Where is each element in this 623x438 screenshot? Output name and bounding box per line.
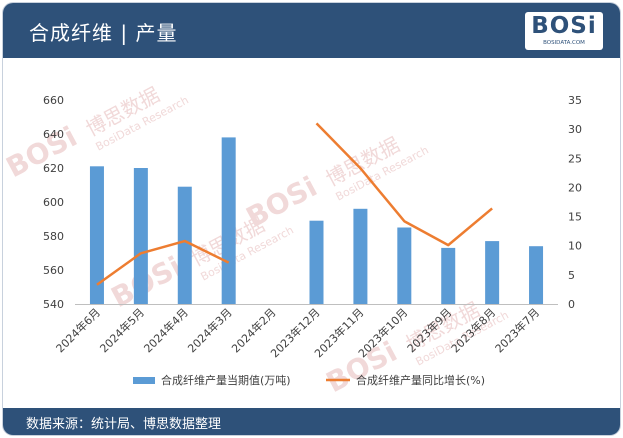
bar [309, 220, 324, 304]
logo-text: BOSi [531, 13, 597, 39]
source-text: 数据来源：统计局、博思数据整理 [26, 417, 222, 432]
y-right-tick-label: 10 [568, 240, 582, 253]
bar [529, 246, 544, 304]
legend-bar-label: 合成纤维产量当期值(万吨) [161, 373, 291, 387]
bar [221, 137, 236, 304]
x-tick-label: 2024年3月 [185, 305, 235, 355]
bar [441, 247, 456, 304]
growth-line [315, 122, 493, 247]
chart-card: 合成纤维 | 产量 BOSi BOSIDATA.COM BOSi 博思数据 Bosi… [3, 3, 620, 435]
y-left-tick-label: 620 [43, 162, 64, 175]
y-left-tick-label: 580 [43, 230, 64, 243]
y-right-tick-label: 0 [568, 298, 575, 311]
y-left-tick-label: 600 [43, 196, 64, 209]
title-bar: 合成纤维 | 产量 BOSi BOSIDATA.COM [3, 3, 620, 58]
y-left-tick-label: 540 [43, 298, 64, 311]
y-left-tick-label: 660 [43, 94, 64, 107]
x-tick-label: 2024年6月 [53, 305, 103, 355]
y-right-tick-label: 20 [568, 181, 582, 194]
x-tick-label: 2024年4月 [141, 305, 191, 355]
y-right-tick-label: 35 [568, 94, 582, 107]
bar [89, 166, 104, 304]
y-right-tick-label: 30 [568, 123, 582, 136]
bar [177, 186, 192, 304]
source-bar: 数据来源：统计局、博思数据整理 [3, 408, 620, 435]
y-right-tick-label: 15 [568, 211, 582, 224]
y-right-tick-label: 25 [568, 152, 582, 165]
y-right-tick-label: 5 [568, 269, 575, 282]
y-left-tick-label: 560 [43, 264, 64, 277]
chart-title: 合成纤维 | 产量 [29, 21, 178, 45]
logo-subtext: BOSIDATA.COM [543, 40, 585, 46]
bar [133, 168, 148, 304]
y-left-tick-label: 640 [43, 128, 64, 141]
legend-bar-swatch [133, 377, 155, 384]
bar [397, 227, 412, 304]
growth-line [96, 239, 230, 286]
bar [353, 208, 368, 304]
legend-line-label: 合成纤维产量同比增长(%) [356, 373, 485, 387]
bar [485, 241, 500, 304]
bosi-logo: BOSi BOSIDATA.COM [525, 12, 603, 50]
